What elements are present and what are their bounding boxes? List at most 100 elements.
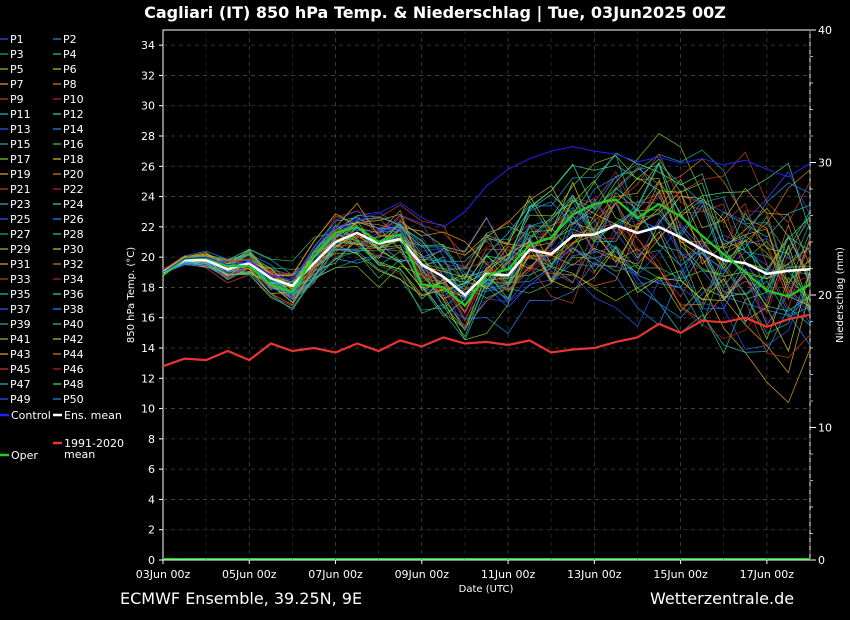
y-tick-label: 32 (141, 69, 155, 82)
legend-label: P6 (63, 63, 77, 76)
chart-title: Cagliari (IT) 850 hPa Temp. & Niederschl… (144, 3, 726, 23)
x-tick-label: 05Jun 00z (222, 568, 277, 581)
y-tick-label: 16 (141, 312, 155, 325)
legend-label: P19 (10, 168, 31, 181)
member-line (162, 241, 811, 346)
y-tick-label: 22 (141, 221, 155, 234)
x-tick-label: 11Jun 00z (481, 568, 536, 581)
legend-label: P7 (10, 78, 24, 91)
legend-label: P15 (10, 138, 31, 151)
legend-label: P22 (63, 183, 84, 196)
legend-label: P25 (10, 213, 31, 226)
member-line (162, 214, 811, 326)
series-line-1991-2020-mean (162, 313, 811, 368)
x-tick-label: 13Jun 00z (567, 568, 622, 581)
legend-label: P3 (10, 48, 24, 61)
legend-label: P11 (10, 108, 31, 121)
legend-label: P17 (10, 153, 31, 166)
legend-label: P43 (10, 348, 31, 361)
x-tick-label: 07Jun 00z (308, 568, 363, 581)
member-line (162, 163, 811, 281)
legend-label: P24 (63, 198, 84, 211)
y-tick-label: 30 (141, 100, 155, 113)
legend-label: P21 (10, 183, 31, 196)
footer-source: ECMWF Ensemble, 39.25N, 9E (120, 589, 362, 608)
legend-label: P48 (63, 378, 84, 391)
legend-label: P1 (10, 33, 24, 46)
legend-label: P5 (10, 63, 24, 76)
legend-label: P30 (63, 243, 84, 256)
legend-label: P49 (10, 393, 31, 406)
legend-label: P41 (10, 333, 31, 346)
y2-tick-label: 0 (818, 554, 825, 567)
legend-label: P29 (10, 243, 31, 256)
legend-label: P38 (63, 303, 84, 316)
legend-label: P13 (10, 123, 31, 136)
member-line (162, 191, 811, 359)
plot-area: 0246810121416182022242628303234010203040… (136, 24, 832, 581)
legend-label: P20 (63, 168, 84, 181)
y-tick-label: 14 (141, 342, 155, 355)
x-tick-label: 15Jun 00z (653, 568, 708, 581)
member-line (162, 158, 811, 329)
member-line (162, 154, 811, 291)
y-tick-label: 26 (141, 160, 155, 173)
member-line (162, 153, 811, 310)
legend-label: P28 (63, 228, 84, 241)
legend-label-special: Oper (11, 449, 38, 462)
member-line (162, 164, 811, 335)
y2-tick-label: 40 (818, 24, 832, 37)
y-tick-label: 10 (141, 403, 155, 416)
footer-site: Wetterzentrale.de (650, 589, 794, 608)
legend-label: P10 (63, 93, 84, 106)
legend-label: P32 (63, 258, 84, 271)
legend: P1 P2 P3 P4 P5 P6 P7 P8 P9 P10 P11 P12 P13 P14 P15 P16 P… (0, 33, 124, 462)
x-tick-label: 03Jun 00z (136, 568, 191, 581)
legend-label: P26 (63, 213, 84, 226)
y-tick-label: 20 (141, 251, 155, 264)
y2-tick-label: 20 (818, 289, 832, 302)
legend-label: P35 (10, 288, 31, 301)
y2-tick-label: 10 (818, 422, 832, 435)
member-line (162, 178, 811, 289)
legend-label: P16 (63, 138, 84, 151)
member-line (162, 158, 811, 312)
legend-label: P18 (63, 153, 84, 166)
legend-label: P23 (10, 198, 31, 211)
series-line-control (162, 146, 811, 281)
member-line (162, 155, 811, 341)
legend-label: P34 (63, 273, 84, 286)
y-tick-label: 12 (141, 372, 155, 385)
legend-label: P2 (63, 33, 77, 46)
series-line-ens-mean (162, 223, 811, 297)
legend-label: P42 (63, 333, 84, 346)
legend-label-special: 1991-2020 (64, 437, 124, 450)
y-tick-label: 18 (141, 281, 155, 294)
y-tick-label: 0 (148, 554, 155, 567)
legend-label: P45 (10, 363, 31, 376)
y-tick-label: 8 (148, 433, 155, 446)
member-line (162, 169, 811, 306)
legend-label: P4 (63, 48, 77, 61)
legend-label-special: mean (64, 448, 95, 461)
legend-label: P46 (63, 363, 84, 376)
y2-tick-label: 30 (818, 157, 832, 170)
y-axis-label: 850 hPa Temp. (°C) (126, 247, 137, 343)
legend-label: P27 (10, 228, 31, 241)
legend-label: P40 (63, 318, 84, 331)
member-line (162, 226, 811, 338)
legend-label: P37 (10, 303, 31, 316)
legend-label: P31 (10, 258, 31, 271)
y2-axis-label: Niederschlag (mm) (835, 247, 846, 343)
y-tick-label: 24 (141, 191, 155, 204)
legend-label: P44 (63, 348, 84, 361)
series-line-oper (162, 198, 811, 308)
member-line (162, 194, 811, 341)
legend-label: P8 (63, 78, 77, 91)
member-line (162, 203, 811, 327)
legend-label-special: Control (11, 409, 51, 422)
legend-label: P9 (10, 93, 24, 106)
y-tick-label: 34 (141, 39, 155, 52)
y-tick-label: 4 (148, 493, 155, 506)
